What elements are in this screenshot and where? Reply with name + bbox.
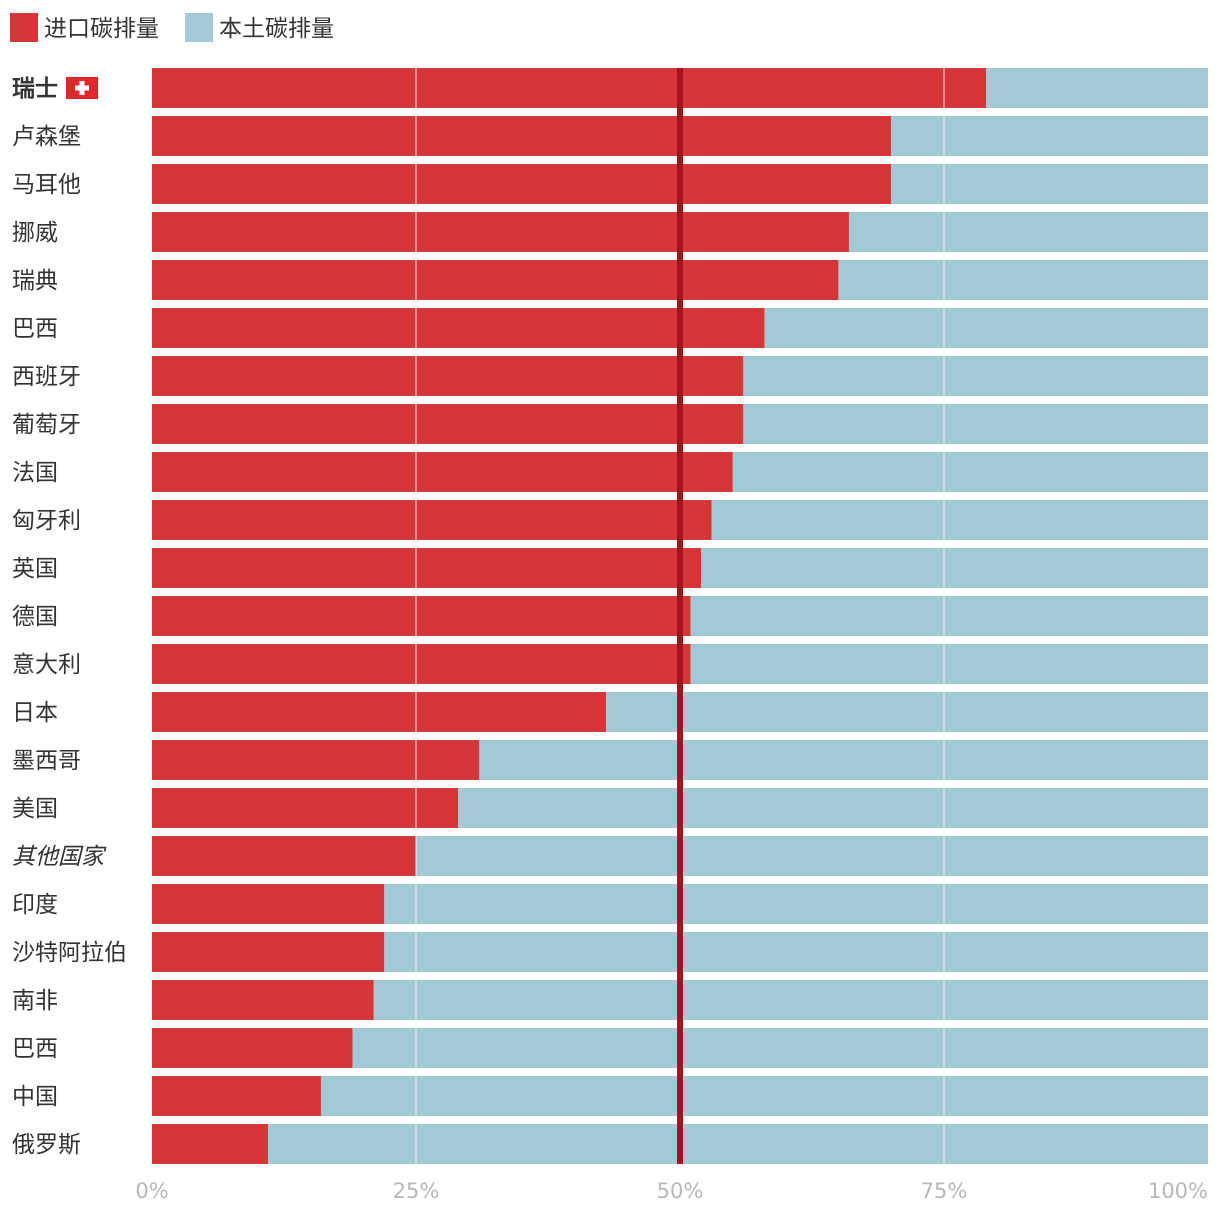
bar-imported-13	[152, 692, 607, 732]
category-label-8: 法国	[12, 460, 58, 486]
category-label-9: 匈牙利	[12, 508, 81, 534]
bar-imported-22	[152, 1124, 269, 1164]
bar-domestic-20	[352, 1028, 1208, 1068]
bar-imported-16	[152, 836, 416, 876]
x-tick-label-0: 0%	[135, 1179, 168, 1203]
bar-domestic-9	[711, 500, 1208, 540]
legend-swatch-1	[185, 13, 213, 42]
category-label-19: 南非	[12, 988, 58, 1014]
bar-imported-11	[152, 596, 691, 636]
bar-domestic-10	[701, 548, 1208, 588]
bar-imported-10	[152, 548, 702, 588]
category-label-15: 美国	[12, 796, 58, 822]
bar-imported-21	[152, 1076, 321, 1116]
bar-imported-7	[152, 404, 744, 444]
bar-domestic-12	[690, 644, 1208, 684]
bar-domestic-16	[416, 836, 1208, 876]
series-domestic-bars	[268, 68, 1209, 1164]
bar-imported-5	[152, 308, 765, 348]
bar-domestic-0	[986, 68, 1208, 108]
bar-domestic-4	[838, 260, 1208, 300]
bar-domestic-14	[479, 740, 1208, 780]
bar-domestic-5	[764, 308, 1208, 348]
category-label-18: 沙特阿拉伯	[12, 940, 127, 966]
x-axis-ticks: 0% 25% 50% 75% 100%	[135, 1179, 1208, 1203]
category-label-7: 葡萄牙	[12, 412, 81, 438]
legend-swatch-0	[10, 13, 38, 42]
x-tick-label-4: 100%	[1148, 1179, 1208, 1203]
bar-imported-12	[152, 644, 691, 684]
gridlines	[415, 68, 945, 1164]
category-label-16: 其他国家	[12, 844, 107, 870]
bar-domestic-21	[320, 1076, 1209, 1116]
category-label-12: 意大利	[12, 652, 81, 678]
legend-label-0: 进口碳排量	[44, 16, 159, 42]
bar-imported-19	[152, 980, 374, 1020]
bar-imported-18	[152, 932, 385, 972]
legend: 进口碳排量 本土碳排量	[10, 13, 334, 42]
category-label-11: 德国	[12, 604, 58, 630]
bar-imported-6	[152, 356, 744, 396]
bar-imported-9	[152, 500, 712, 540]
category-label-3: 挪威	[12, 220, 58, 246]
category-label-5: 巴西	[12, 316, 58, 342]
legend-label-1: 本土碳排量	[219, 16, 334, 42]
bar-domestic-1	[891, 116, 1208, 156]
bar-domestic-11	[690, 596, 1208, 636]
category-label-13: 日本	[12, 700, 58, 726]
bar-domestic-15	[458, 788, 1208, 828]
bar-imported-20	[152, 1028, 353, 1068]
category-label-6: 西班牙	[12, 364, 81, 390]
category-label-14: 墨西哥	[12, 748, 81, 774]
category-label-2: 马耳他	[12, 172, 81, 198]
category-label-1: 卢森堡	[12, 124, 81, 150]
x-tick-label-1: 25%	[393, 1179, 440, 1203]
bar-imported-17	[152, 884, 385, 924]
bar-imported-1	[152, 116, 892, 156]
category-label-20: 巴西	[12, 1036, 58, 1062]
bar-domestic-17	[384, 884, 1208, 924]
category-label-10: 英国	[12, 556, 58, 582]
bar-domestic-19	[373, 980, 1208, 1020]
category-label-22: 俄罗斯	[12, 1132, 81, 1158]
swiss-flag-icon	[66, 77, 98, 99]
bar-domestic-22	[268, 1124, 1208, 1164]
bar-domestic-18	[384, 932, 1208, 972]
bar-imported-0	[152, 68, 987, 108]
bar-imported-4	[152, 260, 839, 300]
category-labels: 瑞士卢森堡马耳他挪威瑞典巴西西班牙葡萄牙法国匈牙利英国德国意大利日本墨西哥美国其…	[12, 76, 127, 1158]
bar-domestic-3	[848, 212, 1208, 252]
bar-domestic-8	[732, 452, 1208, 492]
series-imported-bars	[152, 68, 987, 1164]
bar-imported-14	[152, 740, 480, 780]
bar-imported-3	[152, 212, 849, 252]
category-label-17: 印度	[12, 892, 58, 918]
category-label-21: 中国	[12, 1084, 58, 1110]
bar-domestic-2	[891, 164, 1208, 204]
bar-domestic-13	[606, 692, 1208, 732]
bar-domestic-6	[743, 356, 1208, 396]
category-label-4: 瑞典	[12, 268, 58, 294]
bar-domestic-7	[743, 404, 1208, 444]
category-label-0: 瑞士	[12, 76, 58, 102]
bar-imported-15	[152, 788, 459, 828]
x-tick-label-3: 75%	[921, 1179, 968, 1203]
bar-imported-2	[152, 164, 892, 204]
bar-imported-8	[152, 452, 733, 492]
x-tick-label-2: 50%	[657, 1179, 704, 1203]
